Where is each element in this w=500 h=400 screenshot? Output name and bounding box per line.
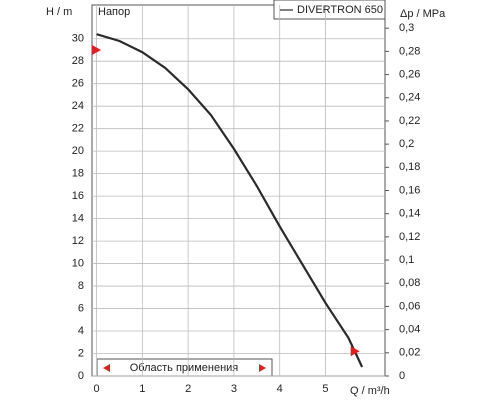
y2-tick-label: 0,28 <box>399 45 420 57</box>
y2-tick-label: 0,18 <box>399 161 420 173</box>
y-tick-label: 16 <box>72 190 84 202</box>
legend-label: DIVERTRON 650 <box>297 4 383 16</box>
chart-title: Напор <box>98 6 130 18</box>
y2-tick-label: 0,1 <box>399 254 414 266</box>
x-tick-label: 5 <box>322 383 328 395</box>
arrow-left <box>103 364 110 372</box>
y2-tick-label: 0,08 <box>399 277 420 289</box>
plot-frame <box>91 4 386 377</box>
y-tick-label: 28 <box>72 55 84 67</box>
y-tick-label: 18 <box>72 168 84 180</box>
y-tick-label: 8 <box>78 280 84 292</box>
y-tick-label: 6 <box>78 302 84 314</box>
y-tick-label: 20 <box>72 145 84 157</box>
y-tick-label: 0 <box>78 370 84 382</box>
y-tick-label: 30 <box>72 33 84 45</box>
range-marker <box>92 44 101 55</box>
y-tick-label: 10 <box>72 257 84 269</box>
y2-tick-label: 0,24 <box>399 92 420 104</box>
arrow-right <box>259 364 266 372</box>
y2-tick-label: 0,06 <box>399 300 420 312</box>
y-tick-label: 22 <box>72 123 84 135</box>
y-tick-label: 4 <box>78 325 84 337</box>
y-tick-label: 2 <box>78 347 84 359</box>
y2-tick-label: 0,04 <box>399 324 420 336</box>
series-line <box>96 33 364 368</box>
x-tick-label: 2 <box>185 383 191 395</box>
y2-tick-label: 0,22 <box>399 115 420 127</box>
y-tick-label: 26 <box>72 78 84 90</box>
annotation: Область применения <box>130 362 239 374</box>
x-tick-label: 4 <box>277 383 283 395</box>
y2-tick-label: 0,2 <box>399 138 414 150</box>
x-tick-label: 1 <box>139 383 145 395</box>
y-tick-label: 24 <box>72 100 84 112</box>
y2-tick-label: 0 <box>399 370 405 382</box>
x-tick-label: 0 <box>94 383 100 395</box>
x-axis-label: Q / m³/h <box>350 385 390 397</box>
y-tick-label: 12 <box>72 235 84 247</box>
y2-tick-label: 0,12 <box>399 231 420 243</box>
range-marker <box>350 346 360 357</box>
y-axis-label: H / m <box>46 6 72 18</box>
y2-tick-label: 0,3 <box>399 22 414 34</box>
y-tick-label: 14 <box>72 213 84 225</box>
y2-tick-label: 0,16 <box>399 184 420 196</box>
x-tick-label: 3 <box>231 383 237 395</box>
y2-tick-label: 0,14 <box>399 208 420 220</box>
y2-tick-label: 0,26 <box>399 68 420 80</box>
y2-axis-label: Δp / MPa <box>400 8 446 20</box>
y2-tick-label: 0,02 <box>399 347 420 359</box>
legend-box <box>273 0 386 20</box>
